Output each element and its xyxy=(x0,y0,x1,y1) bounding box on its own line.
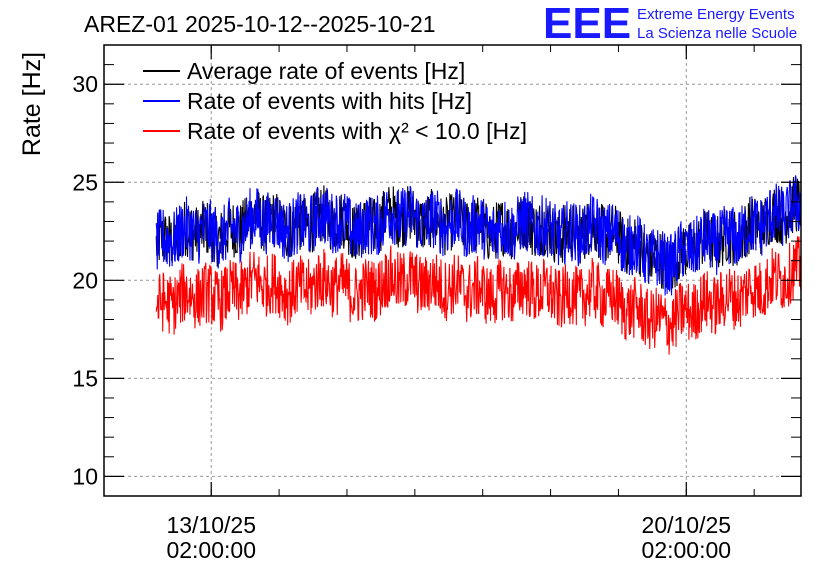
y-axis-label: Rate [Hz] xyxy=(18,52,46,156)
legend-label-1: Rate of events with hits [Hz] xyxy=(187,88,472,114)
x-tick-date: 13/10/25 xyxy=(166,512,256,538)
logo-line-1: Extreme Energy Events xyxy=(637,6,795,23)
plot-frame xyxy=(103,44,802,497)
y-tick-label: 10 xyxy=(72,463,98,489)
grid xyxy=(104,45,801,496)
x-tick-time: 02:00:00 xyxy=(642,537,732,563)
series-2-line xyxy=(155,236,802,355)
ticks-layer: 101520253013/10/2502:00:0020/10/2502:00:… xyxy=(72,44,801,563)
series-layer xyxy=(155,175,802,355)
legend-label-0: Average rate of events [Hz] xyxy=(187,58,465,84)
logo-line-2: La Scienza nelle Scuole xyxy=(637,25,797,42)
x-tick-time: 02:00:00 xyxy=(166,537,256,563)
y-tick-label: 30 xyxy=(72,71,98,97)
legend: Average rate of events [Hz] Rate of event… xyxy=(143,58,527,144)
y-tick-label: 15 xyxy=(72,365,98,391)
chart-title: AREZ-01 2025-10-12--2025-10-21 xyxy=(84,11,436,37)
y-tick-label: 20 xyxy=(72,267,98,293)
eee-logo: EEE Extreme Energy Events La Scienza nel… xyxy=(543,0,797,48)
logo-mark: EEE xyxy=(543,0,631,48)
legend-label-2: Rate of events with χ² < 10.0 [Hz] xyxy=(187,118,527,144)
y-tick-label: 25 xyxy=(72,169,98,195)
x-tick-date: 20/10/25 xyxy=(642,512,732,538)
series-1-line xyxy=(155,175,802,296)
